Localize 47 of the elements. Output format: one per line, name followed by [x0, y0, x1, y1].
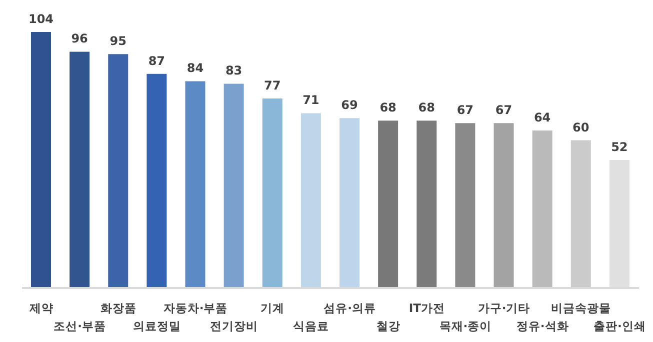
x-tick-label: 화장품 [100, 301, 136, 315]
x-tick-label: 조선·부품 [54, 319, 106, 333]
data-label: 60 [572, 120, 590, 134]
data-label: 68 [418, 100, 435, 115]
data-label: 104 [28, 12, 54, 26]
x-tick-label: 출판·인쇄 [594, 319, 646, 333]
x-tick-label: 전기장비 [210, 319, 258, 333]
bar [416, 120, 437, 288]
data-label: 87 [148, 54, 166, 68]
data-label: 84 [186, 61, 204, 76]
bar [494, 123, 514, 288]
bar [340, 118, 360, 288]
x-tick-label: 비금속광물 [551, 301, 612, 315]
bar [300, 113, 321, 288]
data-label: 96 [71, 32, 88, 46]
x-tick-label: 섬유·의류 [324, 301, 376, 315]
data-label: 71 [302, 93, 320, 108]
x-tick-label: 제약 [28, 301, 54, 315]
x-tick-label: 정유·석화 [516, 319, 569, 333]
bar [570, 140, 591, 288]
bar [70, 52, 90, 288]
data-label: 83 [225, 64, 242, 78]
data-label: 64 [534, 110, 551, 124]
bar [224, 84, 244, 288]
data-label: 52 [611, 140, 628, 154]
x-tick-label: 목재·종이 [439, 319, 492, 333]
data-label: 77 [264, 78, 281, 92]
bar [108, 54, 128, 288]
bar [532, 130, 552, 288]
data-label: 68 [380, 100, 396, 115]
bar [31, 32, 51, 288]
data-label: 67 [456, 103, 474, 118]
bar [262, 98, 282, 288]
x-tick-label: 가구·기타 [478, 301, 530, 315]
data-label: 67 [495, 103, 512, 118]
x-tick-label: 철강 [376, 319, 400, 333]
x-tick-label: 식음료 [293, 319, 330, 333]
bar [455, 123, 476, 288]
bar [146, 74, 167, 288]
bar [378, 120, 398, 288]
x-tick-label: 자동차·부품 [163, 301, 228, 315]
x-tick-label: IT가전 [408, 301, 445, 315]
x-tick-label: 의료정밀 [132, 319, 181, 333]
data-label: 95 [110, 34, 126, 48]
bar [185, 81, 206, 288]
x-tick-label: 기계 [260, 301, 285, 315]
data-label: 69 [341, 98, 358, 112]
